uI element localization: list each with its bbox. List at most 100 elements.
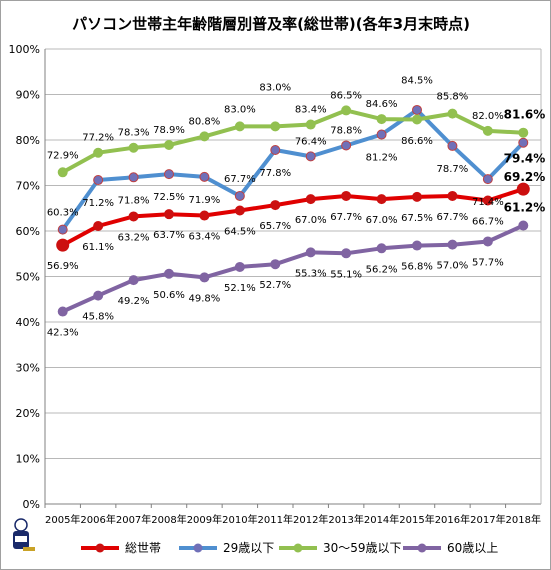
x-tick-label: 2006年	[80, 513, 115, 526]
data-label: 83.0%	[224, 104, 256, 115]
data-point	[412, 114, 422, 125]
y-tick-label: 0%	[23, 498, 40, 511]
data-label: 67.7%	[224, 174, 256, 185]
x-tick-label: 2010年	[222, 513, 257, 526]
data-point	[447, 190, 458, 201]
data-label: 71.8%	[118, 195, 150, 206]
y-tick-label: 60%	[16, 225, 40, 238]
legend-swatch-marker	[293, 543, 303, 553]
data-point	[341, 140, 352, 151]
data-point	[482, 195, 493, 206]
legend-label: 30～59歳以下	[323, 541, 402, 555]
data-label: 45.8%	[82, 312, 114, 323]
data-point	[199, 272, 210, 283]
data-point	[56, 238, 70, 252]
legend: 総世帯 29歳以下 30～59歳以下 60歳以上	[81, 541, 498, 555]
data-label: 55.3%	[295, 268, 327, 279]
data-label: 69.2%	[504, 170, 546, 184]
x-tick-label: 2005年	[45, 513, 80, 526]
data-point	[482, 174, 493, 185]
series-line-1	[61, 108, 525, 231]
data-label: 72.9%	[47, 150, 79, 161]
y-tick-label: 100%	[9, 43, 40, 56]
data-label: 71.9%	[189, 195, 221, 206]
data-label: 78.8%	[330, 125, 362, 136]
data-point	[164, 169, 174, 180]
data-label: 72.5%	[153, 192, 185, 203]
data-label: 52.7%	[259, 280, 291, 291]
data-label: 66.7%	[472, 217, 504, 228]
x-tick-label: 2014年	[364, 513, 399, 526]
x-tick-label: 2007年	[116, 513, 151, 526]
data-point	[93, 220, 104, 231]
x-tick-label: 2015年	[399, 513, 434, 526]
legend-swatch-marker	[193, 543, 203, 553]
grid	[44, 48, 542, 505]
data-point	[128, 172, 139, 183]
data-point	[447, 140, 458, 151]
data-label: 85.8%	[437, 92, 469, 103]
y-tick-label: 40%	[16, 316, 40, 329]
data-point	[376, 243, 387, 254]
series-line-3	[61, 223, 525, 314]
data-point	[270, 259, 281, 270]
data-label: 67.0%	[295, 215, 327, 226]
data-label: 61.2%	[504, 201, 546, 215]
data-label: 71.4%	[472, 197, 504, 208]
y-axis-ticks: 0% 10% 20% 30% 40% 50% 60% 70% 80% 90% 100%	[9, 43, 40, 511]
data-label: 63.2%	[118, 232, 150, 243]
data-label: 78.7%	[437, 164, 469, 175]
data-label: 84.6%	[366, 99, 398, 110]
data-point	[341, 190, 352, 201]
data-label: 78.9%	[153, 125, 185, 136]
data-point	[93, 290, 104, 301]
data-point	[376, 114, 387, 125]
data-label: 81.2%	[366, 153, 398, 164]
data-label: 50.6%	[153, 290, 185, 301]
data-label: 80.8%	[189, 116, 221, 127]
data-point	[412, 191, 422, 202]
data-point	[128, 142, 139, 153]
data-label: 78.3%	[118, 128, 150, 139]
data-label: 63.4%	[189, 232, 221, 243]
data-label: 56.9%	[47, 261, 79, 272]
data-label: 56.2%	[366, 264, 398, 275]
data-label: 52.1%	[224, 283, 256, 294]
data-label: 71.2%	[82, 198, 114, 209]
series-points	[56, 104, 530, 317]
data-point	[482, 125, 493, 136]
data-label: 65.7%	[259, 221, 291, 232]
legend-label: 総世帯	[125, 541, 161, 555]
x-tick-label: 2009年	[187, 513, 222, 526]
data-point	[199, 171, 210, 182]
data-point	[270, 121, 281, 132]
y-tick-label: 30%	[16, 362, 40, 375]
data-label: 55.1%	[330, 269, 362, 280]
y-tick-label: 50%	[16, 271, 40, 284]
data-point	[164, 140, 174, 151]
data-label: 76.4%	[295, 136, 327, 147]
x-tick-label: 2008年	[151, 513, 186, 526]
series-line-2	[61, 108, 524, 175]
x-tick-label: 2018年	[506, 513, 541, 526]
data-point	[518, 137, 529, 148]
legend-label: 60歳以上	[447, 541, 498, 555]
y-tick-label: 10%	[16, 453, 40, 466]
data-label: 84.5%	[401, 76, 433, 87]
data-point	[518, 220, 529, 231]
data-label: 82.0%	[472, 111, 504, 122]
data-point	[412, 240, 422, 251]
data-point	[234, 205, 245, 216]
x-tick-label: 2011年	[258, 513, 293, 526]
data-label: 64.5%	[224, 227, 256, 238]
series-lines	[61, 108, 525, 314]
data-point	[128, 275, 139, 286]
data-label: 60.3%	[47, 208, 79, 219]
series-line-0	[61, 187, 524, 247]
data-point	[199, 210, 210, 221]
data-point	[234, 190, 245, 201]
data-point	[412, 104, 422, 115]
data-label: 83.0%	[259, 82, 291, 93]
data-point	[270, 200, 281, 211]
